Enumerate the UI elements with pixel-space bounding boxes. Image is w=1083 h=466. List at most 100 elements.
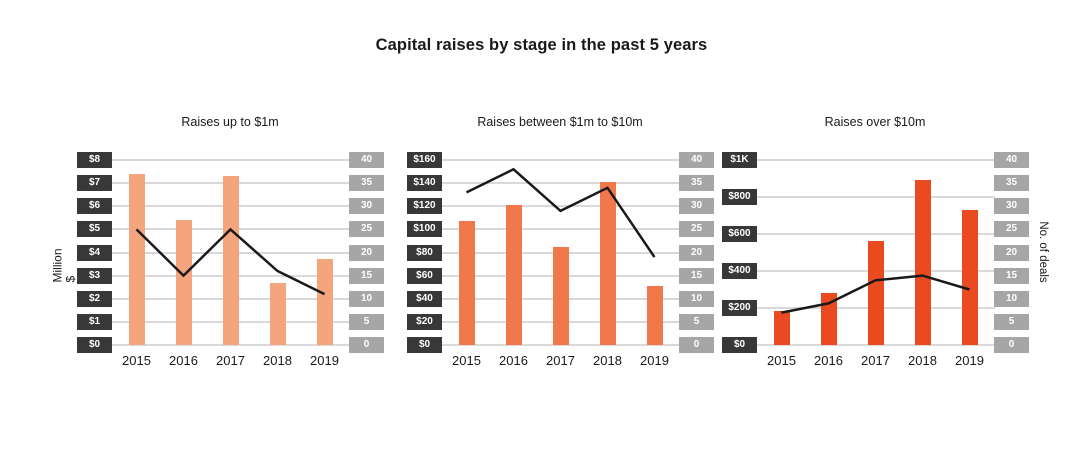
y-axis-right-tick: 10 — [679, 290, 714, 307]
x-axis-label: 2019 — [310, 353, 339, 368]
y-axis-right-tick: 15 — [679, 267, 714, 284]
grid-line — [757, 233, 995, 235]
y-axis-left-tick: $120 — [407, 198, 442, 215]
grid-line — [442, 228, 680, 231]
y-axis-right-tick: 40 — [994, 152, 1029, 168]
y-axis-left-tick: $0 — [722, 337, 757, 353]
y-axis-left-tick: $0 — [77, 337, 112, 353]
bar — [914, 180, 931, 345]
y-axis-right-tick: 25 — [349, 221, 384, 238]
grid-line — [442, 159, 680, 161]
y-axis-left-tick: $600 — [722, 226, 757, 242]
y-axis-right-tick: 10 — [349, 290, 384, 307]
y-axis-right-tick: 10 — [994, 290, 1029, 307]
x-axis-label: 2019 — [955, 353, 984, 368]
y-axis-left-tick: $40 — [407, 290, 442, 307]
y-axis-left-tick: $100 — [407, 221, 442, 238]
y-axis-right-tick: 40 — [679, 152, 714, 168]
bar — [961, 209, 978, 345]
x-axis-label: 2017 — [216, 353, 245, 368]
grid-line — [442, 182, 680, 185]
y-axis-left-tick: $1 — [77, 313, 112, 330]
y-axis-right-tick: 30 — [679, 198, 714, 215]
bar — [505, 205, 522, 345]
grid-line — [442, 205, 680, 208]
bar — [316, 259, 333, 345]
y-axis-left-tick: $20 — [407, 313, 442, 330]
y-axis-left-tick: $160 — [407, 152, 442, 168]
y-axis-right-tick: 20 — [349, 244, 384, 261]
right-axis-label: No. of deals — [1037, 221, 1049, 283]
x-axis-label: 2019 — [640, 353, 669, 368]
y-axis-right-tick: 35 — [994, 175, 1029, 192]
grid-line — [442, 344, 680, 346]
y-axis-left-tick: $200 — [722, 300, 757, 316]
deals-line — [781, 274, 970, 314]
y-axis-right-tick: 30 — [994, 198, 1029, 215]
y-axis-left-tick: $7 — [77, 175, 112, 192]
y-axis-right-tick: 20 — [679, 244, 714, 261]
grid-line — [757, 196, 995, 198]
y-axis-right-tick: 30 — [349, 198, 384, 215]
chart-title: Raises over $10m — [824, 115, 926, 129]
y-axis-left-tick: $0 — [407, 337, 442, 353]
bar — [222, 176, 239, 345]
x-axis-label: 2015 — [767, 353, 796, 368]
bar — [773, 310, 790, 345]
y-axis-left-tick: $140 — [407, 175, 442, 192]
y-axis-right-tick: 35 — [349, 175, 384, 192]
grid-line — [112, 159, 350, 161]
y-axis-right-tick: 35 — [679, 175, 714, 192]
x-axis-label: 2016 — [499, 353, 528, 368]
bar — [820, 293, 837, 345]
bar — [552, 246, 569, 345]
y-axis-left-tick: $2 — [77, 290, 112, 307]
y-axis-left-tick: $80 — [407, 244, 442, 261]
y-axis-left-tick: $400 — [722, 263, 757, 279]
y-axis-left-tick: $60 — [407, 267, 442, 284]
chart-title: Raises up to $1m — [181, 115, 279, 129]
grid-line — [112, 344, 350, 346]
y-axis-right-tick: 0 — [349, 337, 384, 353]
bar — [867, 241, 884, 345]
y-axis-right-tick: 25 — [679, 221, 714, 238]
y-axis-right-tick: 15 — [349, 267, 384, 284]
chart-raises-1m-to-10m: Raises between $1m to $10m $160 $140 $120 $1… — [405, 112, 715, 380]
y-axis-left-tick: $8 — [77, 152, 112, 168]
chart-raises-over-10m: Raises over $10m $1K $800 $600 $400 $200 $0 40 3… — [720, 112, 1030, 380]
bar — [599, 181, 616, 345]
y-axis-right-tick: 15 — [994, 267, 1029, 284]
y-axis-right-tick: 25 — [994, 221, 1029, 238]
y-axis-right-tick: 0 — [994, 337, 1029, 353]
left-axis-label-line1: Million — [50, 248, 65, 283]
bar — [646, 286, 663, 345]
y-axis-left-tick: $1K — [722, 152, 757, 168]
y-axis-right-tick: 40 — [349, 152, 384, 168]
x-axis-label: 2016 — [169, 353, 198, 368]
x-axis-label: 2018 — [593, 353, 622, 368]
y-axis-right-tick: 5 — [994, 313, 1029, 330]
y-axis-right-tick: 5 — [679, 313, 714, 330]
chart-raises-up-to-1m: Raises up to $1m $8 $7 $6 $5 $4 $3 $2 $1 $0 40 35 30… — [75, 112, 385, 380]
grid-line — [757, 159, 995, 161]
y-axis-left-tick: $6 — [77, 198, 112, 215]
deals-line — [465, 167, 656, 258]
deals-line-path — [465, 167, 656, 258]
deals-line-path — [135, 227, 326, 296]
y-axis-right-tick: 0 — [679, 337, 714, 353]
bar — [269, 282, 286, 345]
x-axis-label: 2018 — [908, 353, 937, 368]
y-axis-left-tick: $800 — [722, 189, 757, 205]
y-axis-right-tick: 5 — [349, 313, 384, 330]
y-axis-right-tick: 20 — [994, 244, 1029, 261]
x-axis-label: 2016 — [814, 353, 843, 368]
x-axis-label: 2017 — [861, 353, 890, 368]
grid-line — [757, 344, 995, 346]
deals-line-path — [781, 274, 970, 314]
x-axis-label: 2015 — [122, 353, 151, 368]
y-axis-left-tick: $3 — [77, 267, 112, 284]
x-axis-label: 2015 — [452, 353, 481, 368]
bar — [128, 173, 145, 345]
y-axis-left-tick: $5 — [77, 221, 112, 238]
